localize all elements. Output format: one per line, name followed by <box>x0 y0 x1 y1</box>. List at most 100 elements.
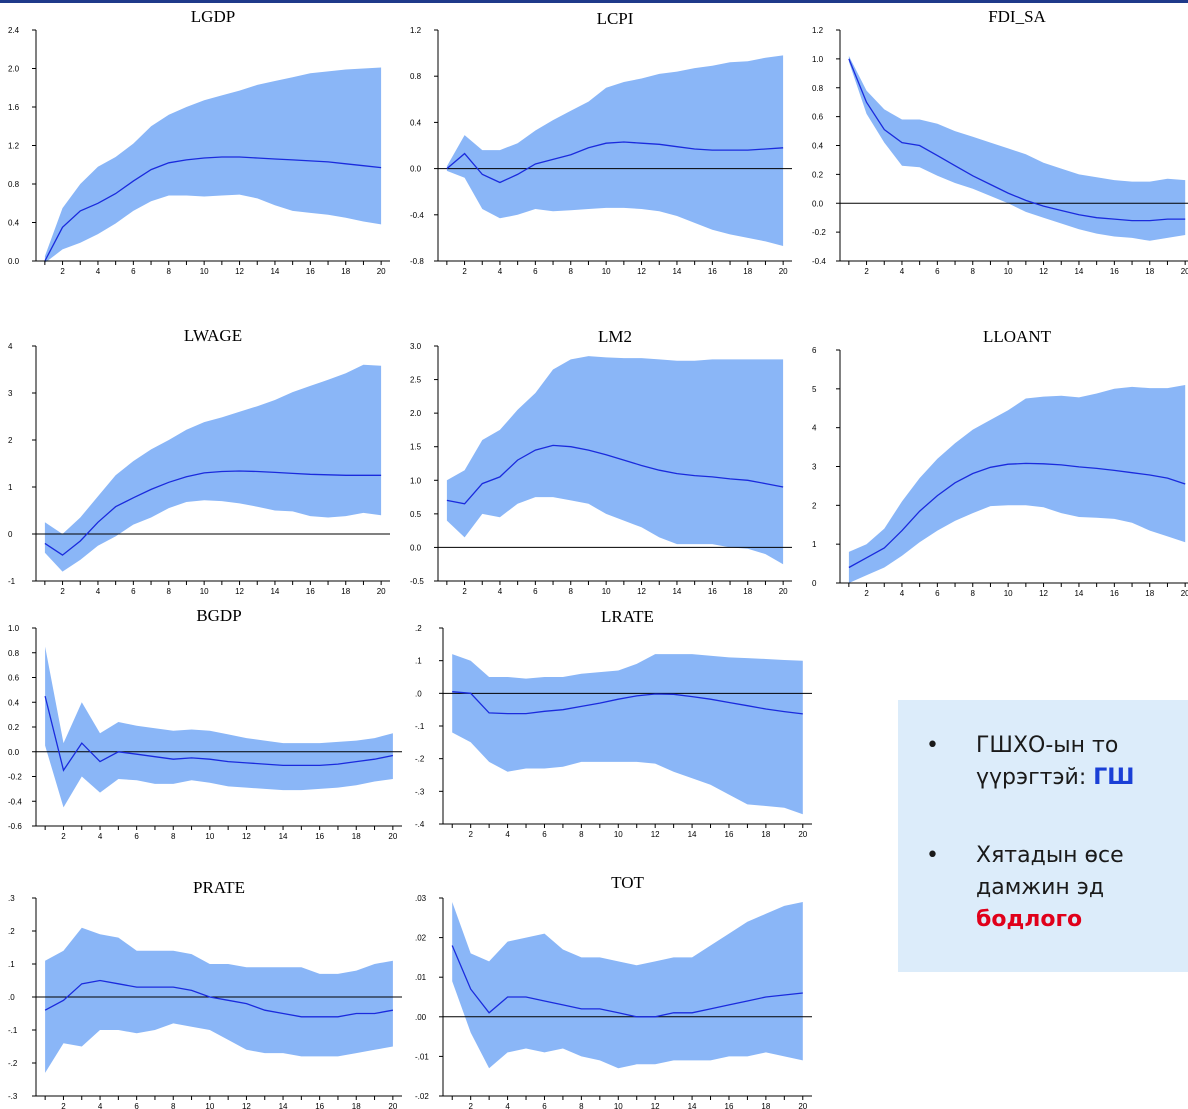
y-tick-label: .1 <box>8 960 15 969</box>
chart-lrate: -.4 -.3 -.2 -.1 .0 .1 .2 2 4 6 8 10 12 14 16 18 20 LRATE <box>415 607 812 839</box>
x-tick-label: 16 <box>306 267 315 276</box>
x-tick-label: 8 <box>579 830 584 839</box>
x-tick-label: 4 <box>498 267 503 276</box>
chart-title: PRATE <box>193 878 245 897</box>
note-1-highlight: ГШ <box>1093 765 1135 790</box>
x-tick-label: 8 <box>971 267 976 276</box>
x-tick-label: 10 <box>602 267 611 276</box>
y-tick-label: 0.5 <box>410 510 422 519</box>
x-tick-label: 2 <box>60 587 65 596</box>
y-tick-label: 1.0 <box>8 624 20 633</box>
y-tick-label: -.2 <box>415 755 425 764</box>
x-tick-label: 6 <box>134 1102 139 1109</box>
x-tick-label: 6 <box>131 587 136 596</box>
bullet-icon: • <box>926 843 939 868</box>
note-box: • ГШХО-ын то үүрэгтэй: ГШ • Хятадын өсе … <box>898 700 1188 972</box>
confidence-band <box>452 902 803 1069</box>
x-tick-label: 10 <box>205 832 214 841</box>
x-tick-label: 12 <box>637 267 646 276</box>
y-tick-label: 1.2 <box>8 142 20 151</box>
x-tick-label: 16 <box>315 1102 324 1109</box>
y-tick-label: 3 <box>8 389 13 398</box>
x-tick-label: 6 <box>134 832 139 841</box>
chart-prate: -.3 -.2 -.1 .0 .1 .2 .3 2 4 6 8 10 12 14 16 18 20 PRATE <box>8 878 402 1109</box>
y-tick-label: -.4 <box>415 820 425 829</box>
x-tick-label: 18 <box>743 587 752 596</box>
x-tick-label: 6 <box>533 267 538 276</box>
x-tick-label: 4 <box>98 1102 103 1109</box>
top-rule <box>0 0 1188 3</box>
x-tick-label: 12 <box>1039 267 1048 276</box>
confidence-band <box>446 55 784 247</box>
chart-title: LLOANT <box>983 327 1052 346</box>
x-tick-label: 2 <box>462 267 467 276</box>
x-tick-label: 14 <box>672 267 681 276</box>
response-line <box>452 691 803 715</box>
x-tick-label: 2 <box>864 267 869 276</box>
y-tick-label: 0.6 <box>812 113 824 122</box>
x-tick-label: 4 <box>96 587 101 596</box>
chart-title: FDI_SA <box>988 7 1046 26</box>
y-tick-label: -0.5 <box>410 577 424 586</box>
response-line <box>44 979 394 1018</box>
confidence-band <box>848 385 1186 583</box>
response-line <box>848 462 1186 569</box>
x-tick-label: 18 <box>352 1102 361 1109</box>
confidence-band <box>452 654 803 815</box>
chart-bgdp: -0.6 -0.4 -0.2 0.0 0.2 0.4 0.6 0.8 1.0 2 4 6 8 10 12 14… <box>8 606 402 841</box>
x-tick-label: 8 <box>167 587 172 596</box>
x-tick-label: 12 <box>637 587 646 596</box>
x-tick-label: 18 <box>761 1102 770 1109</box>
x-tick-label: 12 <box>651 1102 660 1109</box>
x-tick-label: 10 <box>614 830 623 839</box>
y-tick-label: 1.0 <box>812 55 824 64</box>
y-tick-label: .01 <box>415 973 427 982</box>
x-tick-label: 8 <box>569 267 574 276</box>
y-tick-label: -1 <box>8 577 16 586</box>
y-tick-label: -.1 <box>8 1026 18 1035</box>
x-tick-label: 14 <box>1074 267 1083 276</box>
note-1-line-1: ГШХО-ын то <box>976 730 1118 762</box>
response-line <box>44 470 382 556</box>
y-tick-label: -0.6 <box>8 822 22 831</box>
y-tick-label: .3 <box>8 894 15 903</box>
x-tick-label: 18 <box>761 830 770 839</box>
note-2-line-2: дамжин эд <box>976 872 1104 904</box>
y-tick-label: 6 <box>812 346 817 355</box>
y-tick-label: 5 <box>812 385 817 394</box>
y-tick-label: 4 <box>812 424 817 433</box>
y-tick-label: 2.0 <box>410 409 422 418</box>
x-tick-label: 18 <box>352 832 361 841</box>
x-tick-label: 16 <box>1110 589 1119 598</box>
x-tick-label: 20 <box>388 832 397 841</box>
x-tick-label: 4 <box>498 587 503 596</box>
response-line <box>44 695 394 772</box>
x-tick-label: 16 <box>1110 267 1119 276</box>
y-tick-label: .00 <box>415 1013 427 1022</box>
confidence-band <box>45 646 393 808</box>
y-tick-label: 0.4 <box>8 698 20 707</box>
chart-title: BGDP <box>196 606 241 625</box>
y-tick-label: 0.2 <box>8 723 20 732</box>
x-tick-label: 14 <box>279 1102 288 1109</box>
y-tick-label: 0.0 <box>8 257 20 266</box>
x-tick-label: 20 <box>377 587 386 596</box>
chart-tot: -.02 -.01 .00 .01 .02 .03 2 4 6 8 10 12 14 16 18 20 TOT <box>415 873 812 1109</box>
chart-lgdp: 0.0 0.4 0.8 1.2 1.6 2.0 2.4 2 4 6 8 10 12 14 16 18 20 LGD… <box>8 7 390 276</box>
note-2-line-2-text: дамжин эд <box>976 875 1105 900</box>
x-tick-label: 16 <box>725 1102 734 1109</box>
confidence-band <box>848 56 1186 241</box>
x-tick-label: 8 <box>167 267 172 276</box>
confidence-band <box>44 364 382 572</box>
y-tick-label: 0.0 <box>8 748 20 757</box>
x-tick-label: 2 <box>468 830 473 839</box>
response-line <box>848 58 1186 222</box>
y-tick-label: 1 <box>8 483 13 492</box>
y-tick-label: -0.2 <box>812 228 826 237</box>
y-tick-label: -0.4 <box>812 257 826 266</box>
y-tick-label: 1.6 <box>8 103 20 112</box>
x-tick-label: 4 <box>900 589 905 598</box>
x-tick-label: 12 <box>651 830 660 839</box>
y-tick-label: 0.4 <box>410 118 422 127</box>
